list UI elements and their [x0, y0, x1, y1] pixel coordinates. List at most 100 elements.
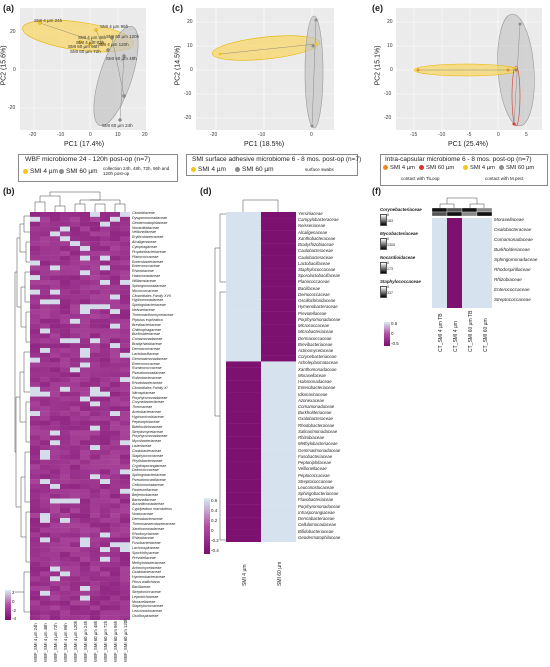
- heat-cell: [50, 532, 61, 538]
- heat-cell: [100, 586, 111, 592]
- heat-cell: [70, 260, 81, 266]
- heat-cell: [60, 425, 71, 431]
- annotation-legend-swatch: [380, 262, 387, 274]
- heat-cell: [60, 610, 71, 616]
- heat-cell: [40, 255, 51, 261]
- heat-cell: [80, 260, 91, 266]
- heat-cell: [70, 615, 81, 620]
- heat-cell: [110, 280, 121, 286]
- heat-cell: [70, 275, 81, 281]
- heat-cell: [30, 391, 41, 397]
- heat-cell: [100, 610, 111, 616]
- heat-cell: [80, 352, 91, 358]
- heat-cell: [80, 590, 91, 596]
- heat-cell: [100, 212, 111, 218]
- panel-f-label: (f): [372, 186, 381, 196]
- heat-cell: [261, 348, 296, 356]
- heat-cell: [60, 333, 71, 339]
- heat-cell: [226, 473, 262, 480]
- heat-cell: [50, 221, 61, 227]
- heat-cell: [120, 221, 130, 227]
- heat-cell: [30, 270, 41, 276]
- heat-cell: [432, 288, 448, 299]
- heat-cell: [30, 299, 41, 305]
- heat-cell: [80, 503, 91, 509]
- heat-cell: [120, 484, 130, 490]
- heat-cell: [110, 231, 121, 237]
- heat-row-label: Actinomycetaceae: [132, 565, 162, 570]
- heat-cell: [90, 231, 101, 237]
- heat-cell: [120, 386, 130, 392]
- heat-cell: [50, 440, 61, 446]
- heat-cell: [226, 367, 262, 375]
- heat-cell: [90, 289, 101, 295]
- heat-cell: [100, 552, 111, 558]
- heat-cell: [90, 590, 101, 596]
- heat-cell: [70, 552, 81, 558]
- heat-cell: [60, 323, 71, 329]
- heat-cell: [30, 450, 41, 456]
- heat-cell: [90, 615, 101, 620]
- heat-cell: [120, 226, 130, 232]
- legend-title: WBF microbiome 24 - 120h post-op (n=7): [25, 156, 151, 163]
- annotation-legend-value: 173: [387, 267, 393, 271]
- heat-cell: [50, 430, 61, 436]
- heat-cell: [80, 561, 91, 567]
- heat-cell: [50, 547, 61, 553]
- heat-cell: [120, 600, 130, 606]
- heat-cell: [110, 377, 121, 383]
- heat-cell: [261, 535, 296, 542]
- heat-cell: [60, 367, 71, 373]
- heat-cell: [226, 212, 262, 219]
- heat-cell: [40, 401, 51, 407]
- heat-cell: [261, 342, 296, 350]
- heat-cell: [30, 605, 41, 611]
- heat-cell: [447, 258, 463, 269]
- heat-cell: [40, 605, 51, 611]
- heat-row-label: Geodermatophilaceae: [132, 220, 168, 225]
- heat-cell: [30, 566, 41, 572]
- heat-cell: [120, 250, 130, 256]
- heat-cell: [40, 299, 51, 305]
- heat-cell: [70, 299, 81, 305]
- heat-cell: [110, 275, 121, 281]
- heat-cell: [30, 333, 41, 339]
- heat-cell: [110, 343, 121, 349]
- heat-cell: [90, 386, 101, 392]
- heat-row-label: Nocardioidaceae: [132, 225, 159, 230]
- heat-row-label: Mycobacteriaceae: [132, 439, 162, 444]
- heat-cell: [100, 314, 111, 320]
- heat-cell: [90, 357, 101, 363]
- heat-cell: [120, 241, 130, 247]
- heat-cell: [80, 323, 91, 329]
- heat-col-label: WBF_SMI 60 µm 48h: [93, 620, 98, 662]
- annotation-legend-title: Mycobacteriaceae: [380, 231, 418, 236]
- heat-cell: [261, 373, 296, 381]
- x-tick: -15: [410, 132, 418, 138]
- heat-cell: [60, 547, 71, 553]
- heat-row-label: Piptulus euphratica: [132, 317, 163, 322]
- heat-cell: [30, 275, 41, 281]
- heat-cell: [100, 362, 111, 368]
- heat-cell: [70, 323, 81, 329]
- heat-row-label: Halomonadaceae: [298, 379, 332, 385]
- heat-cell: [226, 423, 262, 431]
- heat-cell: [110, 586, 121, 592]
- heat-cell: [60, 226, 71, 232]
- heat-cell: [110, 270, 121, 276]
- heat-cell: [100, 547, 111, 553]
- x-tick: -20: [210, 132, 218, 138]
- heat-cell: [40, 406, 51, 412]
- heat-row-label: Staphylococcaceae: [132, 453, 164, 458]
- heat-cell: [261, 429, 296, 437]
- heat-cell: [40, 314, 51, 320]
- heat-cell: [50, 231, 61, 237]
- heat-cell: [80, 576, 91, 582]
- legend-item-4um: SMI 4 µm: [191, 166, 226, 173]
- heat-row-label: Gemmatimonadaceae: [132, 356, 168, 361]
- heat-cell: [50, 513, 61, 519]
- heat-cell: [40, 450, 51, 456]
- heat-cell: [80, 212, 91, 218]
- heat-cell: [120, 284, 130, 290]
- heat-cell: [110, 241, 121, 247]
